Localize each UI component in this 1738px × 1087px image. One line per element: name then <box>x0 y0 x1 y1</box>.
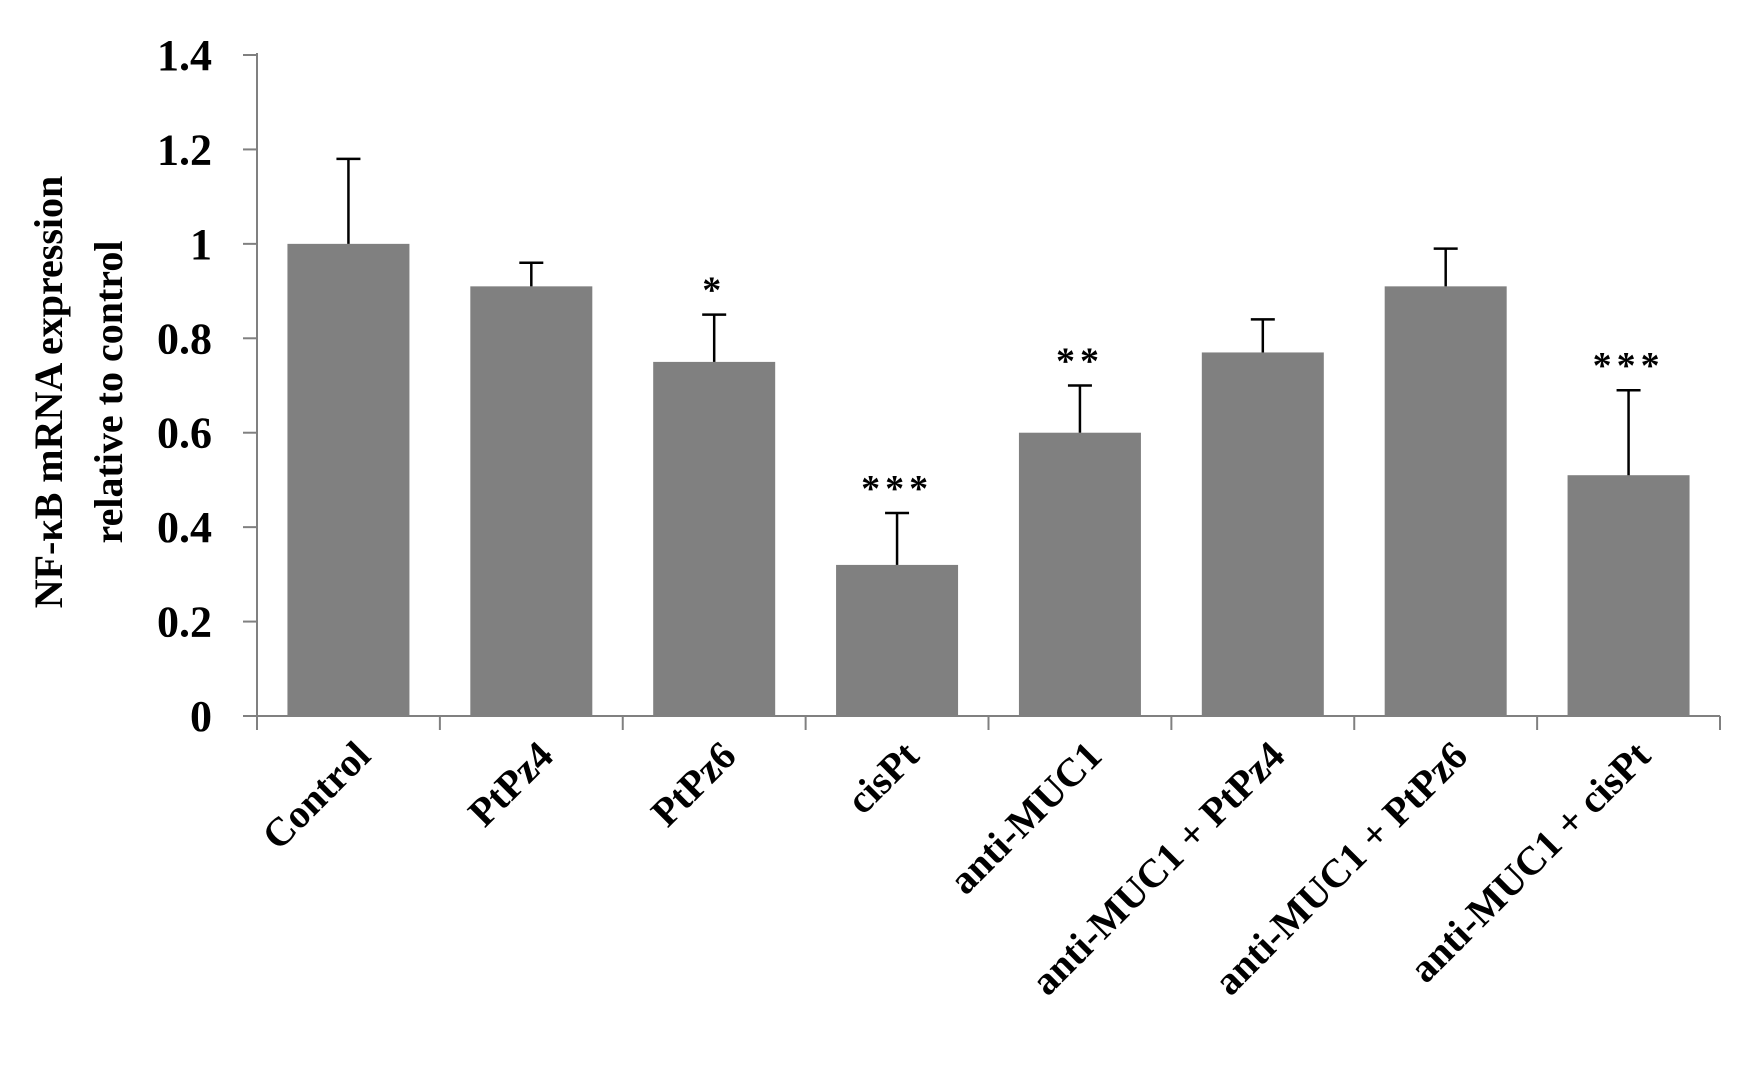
y-axis-title-line-2: relative to control <box>86 241 131 544</box>
significance-marker: * <box>702 270 726 312</box>
x-tick-label: cisPt <box>837 732 927 822</box>
x-tick-label: Control <box>253 733 379 859</box>
y-tick-label: 1.2 <box>157 125 212 174</box>
significance-marker: *** <box>861 468 933 510</box>
bar <box>1384 286 1507 716</box>
bar <box>1201 352 1324 716</box>
x-tick-label: PtPz4 <box>459 733 561 835</box>
y-tick-label: 1.4 <box>157 31 212 80</box>
y-axis-title: NF-κB mRNA expression relative to contro… <box>26 176 131 609</box>
y-tick-label: 0 <box>190 692 212 741</box>
y-tick-label: 0.4 <box>157 503 212 552</box>
y-tick-label: 0.2 <box>157 598 212 647</box>
y-axis-title-line-1: NF-κB mRNA expression <box>26 176 71 609</box>
bar <box>653 361 776 716</box>
bar <box>1567 475 1690 716</box>
bar <box>836 564 959 716</box>
significance-marker: *** <box>1593 345 1665 387</box>
bar <box>1018 432 1141 716</box>
x-tick-label: PtPz6 <box>642 733 744 835</box>
y-tick-label: 0.6 <box>157 409 212 458</box>
y-tick-label: 1 <box>190 220 212 269</box>
x-tick-label: anti-MUC1 <box>940 733 1110 903</box>
bar <box>287 243 410 716</box>
y-tick-label: 0.8 <box>157 314 212 363</box>
bar <box>470 286 593 716</box>
significance-marker: ** <box>1056 341 1104 383</box>
